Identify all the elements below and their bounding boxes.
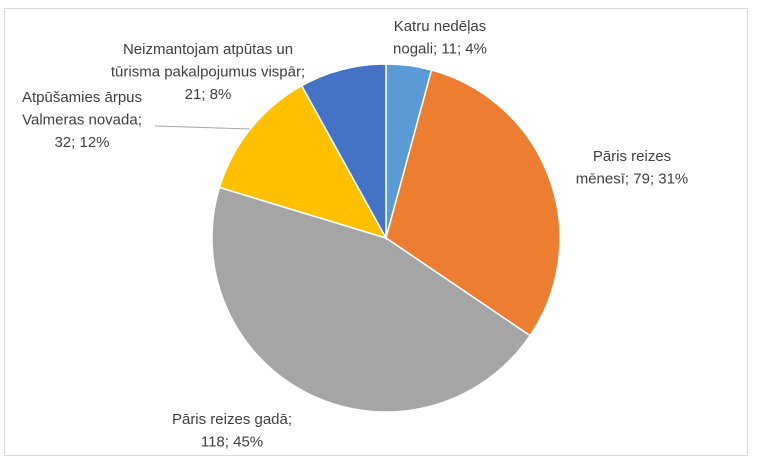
pie-slice xyxy=(218,84,388,240)
data-label: Neizmantojam atpūtas un xyxy=(123,41,293,58)
pie-slice xyxy=(300,63,387,241)
data-label: Katru nedēļas xyxy=(394,18,487,35)
data-label: Pāris reizes xyxy=(593,148,671,165)
data-label: Valmeras novada; xyxy=(22,111,142,128)
data-label: 21; 8% xyxy=(185,86,232,103)
data-label: mēnesī; 79; 31% xyxy=(576,170,689,187)
data-label: tūrisma pakalpojumus vispār; xyxy=(111,63,305,80)
data-label: Atpūšamies ārpus xyxy=(22,89,142,106)
pie-slice xyxy=(385,69,561,337)
data-label: 118; 45% xyxy=(201,433,263,450)
data-label: 32; 12% xyxy=(54,134,109,151)
data-label: Pāris reizes gadā; xyxy=(172,411,292,428)
pie-slice xyxy=(211,186,532,413)
leader-line xyxy=(154,125,251,130)
data-label: nogali; 11; 4% xyxy=(393,40,487,57)
